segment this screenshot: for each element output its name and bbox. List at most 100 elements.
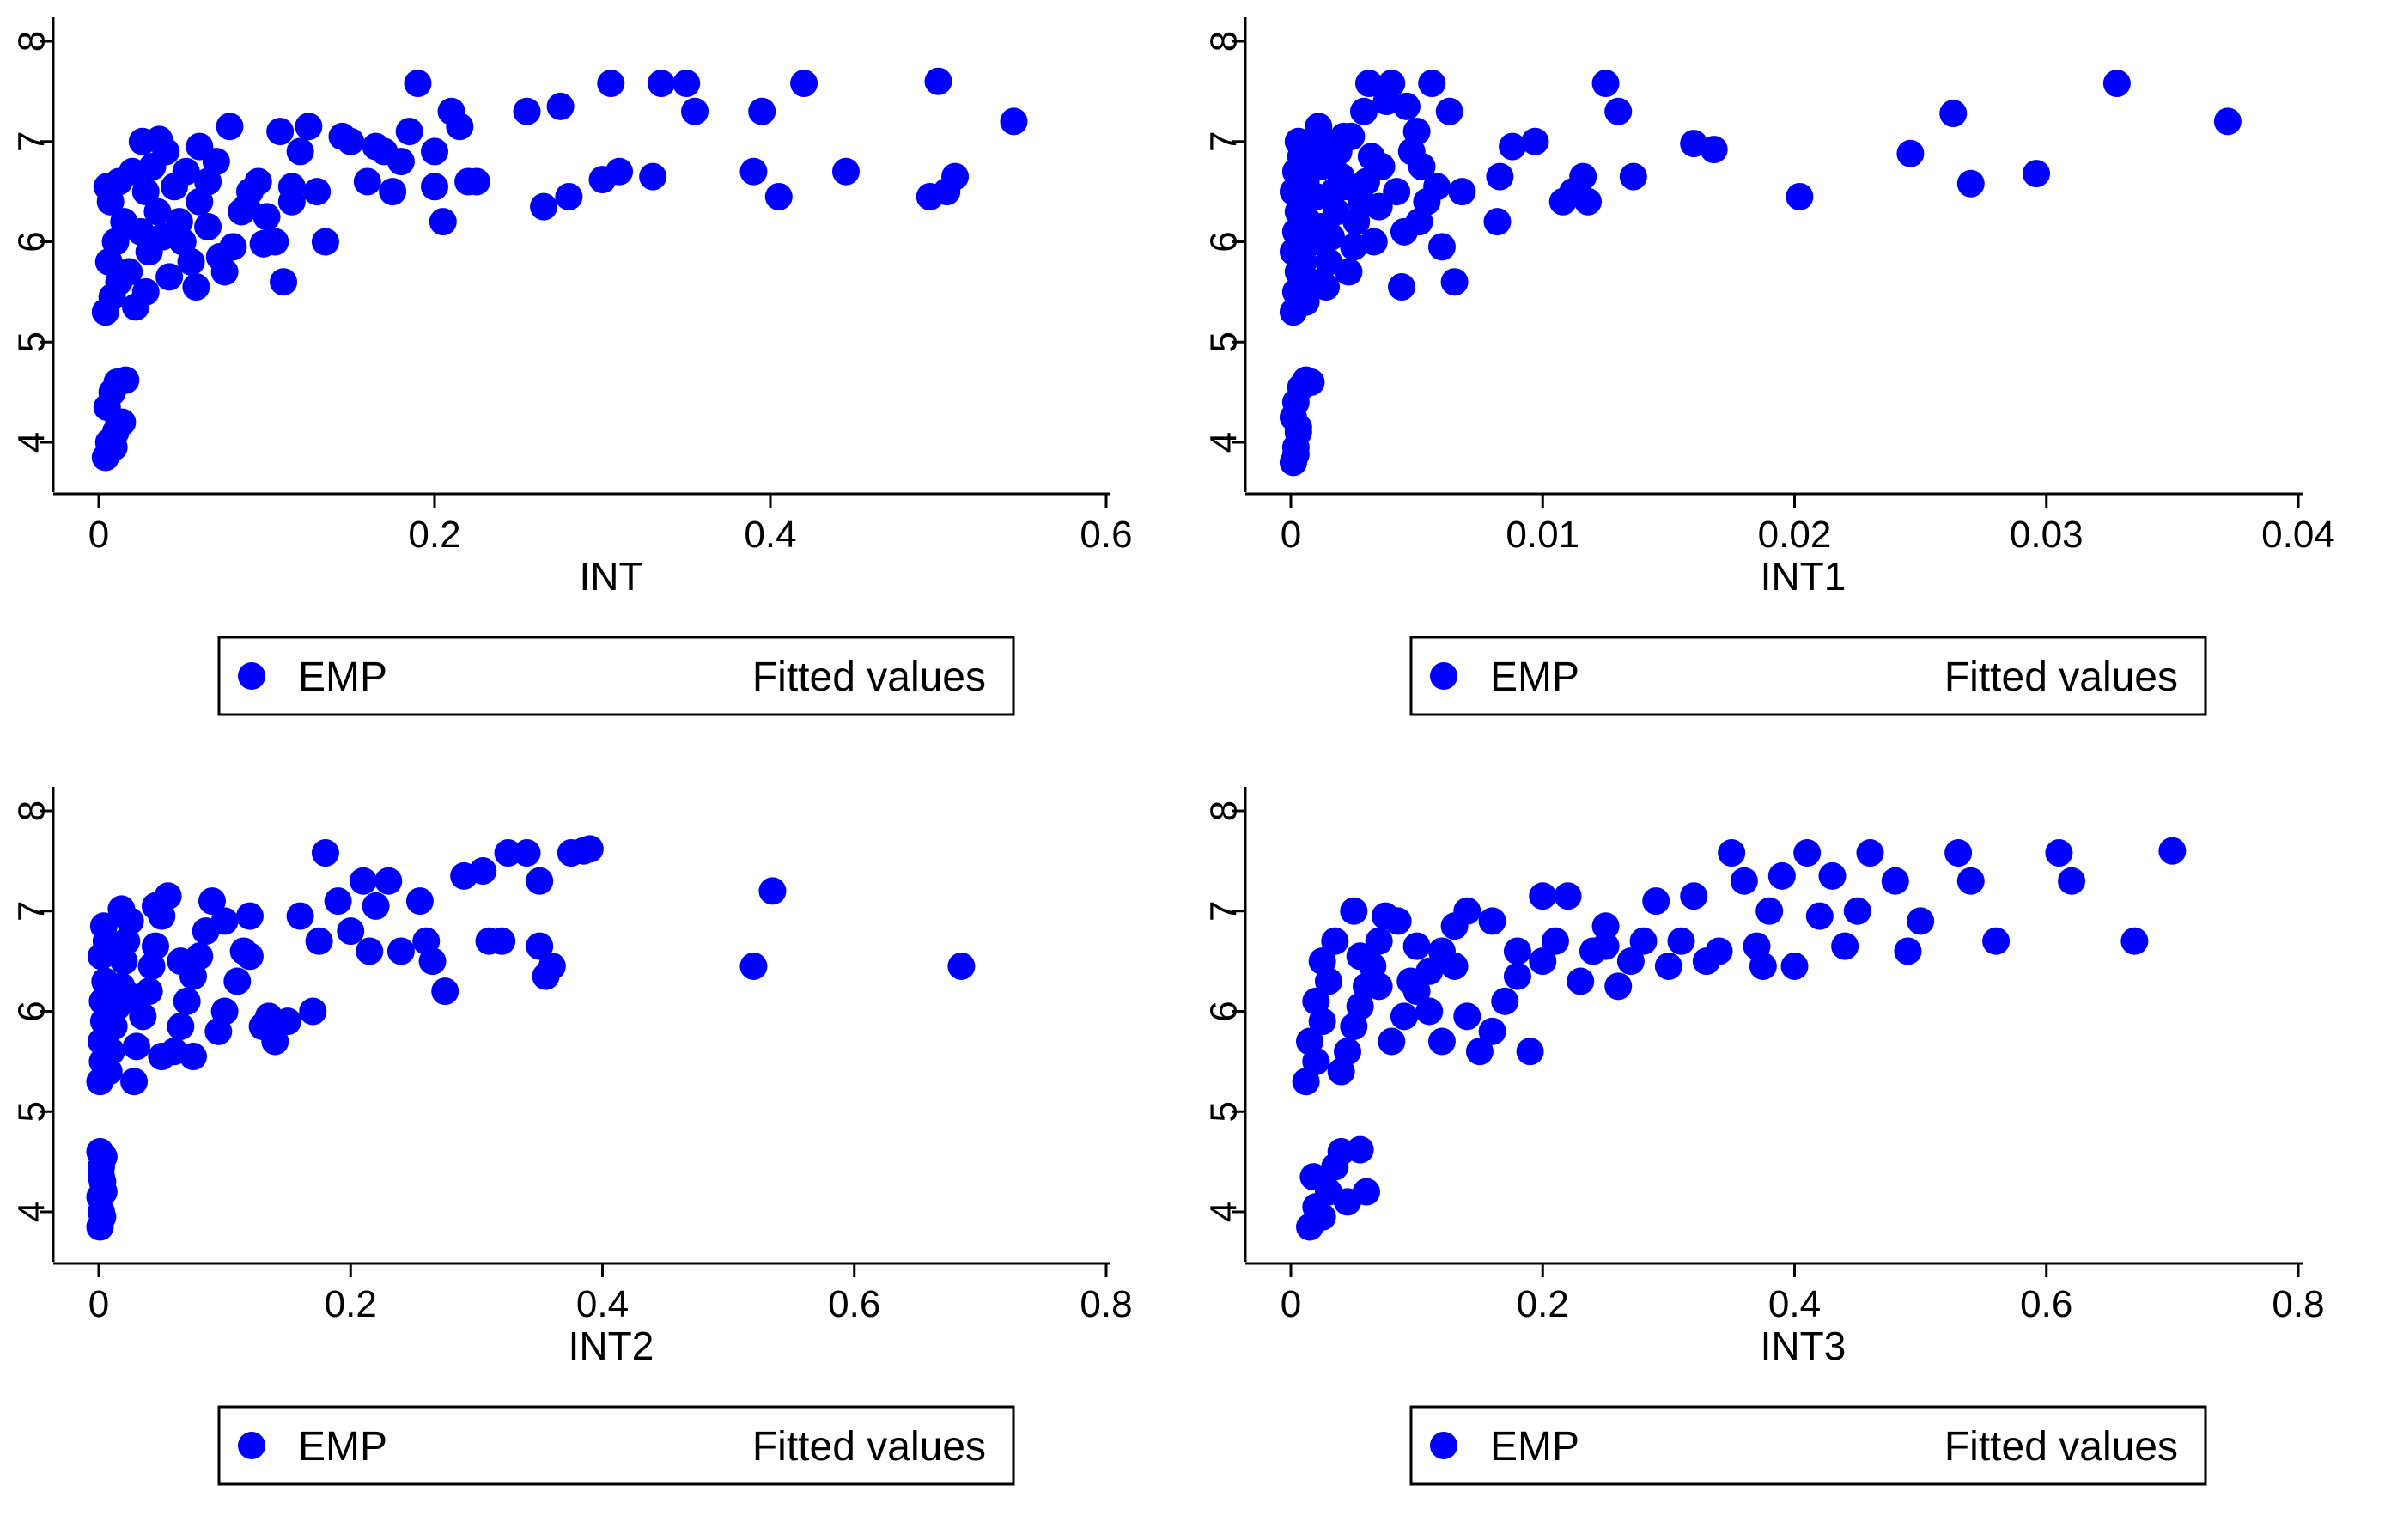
y-tick-label: 6 [11,1001,53,1021]
data-point [1718,839,1746,867]
data-point [94,1057,123,1086]
data-point [421,173,448,201]
y-tick-label: 6 [1203,1001,1245,1021]
data-point [126,217,155,246]
data-point [1453,897,1481,925]
data-point [538,952,566,980]
data-point [2023,160,2051,188]
data-point [303,178,332,206]
data-point [356,937,384,965]
data-point [1856,839,1884,867]
data-point [1335,258,1363,286]
data-point [1591,912,1620,940]
data-point [421,137,448,166]
data-point [1357,143,1385,171]
data-point [758,877,787,905]
data-point [155,263,184,291]
data-point [131,178,160,206]
data-point [1604,97,1633,125]
data-point [1680,882,1708,910]
x-tick-label: 0 [88,514,109,556]
x-axis-title: INT2 [569,1324,654,1368]
data-point [1700,136,1728,164]
data-point [122,1032,150,1061]
data-point [1337,122,1366,150]
data-point [2158,837,2187,865]
data-point [1340,897,1368,925]
data-point [2102,70,2131,98]
x-tick-label: 0.2 [325,1283,377,1325]
data-point [305,927,333,955]
data-point [1435,97,1463,125]
data-point [233,192,261,221]
data-point [254,1002,283,1031]
data-point [764,182,793,210]
data-point [526,867,554,895]
data-point [790,70,818,98]
x-tick-label: 0.4 [1768,1283,1821,1325]
legend-label-fitted: Fitted values [1944,654,2178,700]
y-tick-label: 7 [1203,901,1245,922]
data-point [1907,907,1935,935]
y-tick-label: 4 [11,1202,53,1222]
legend-marker [1430,1432,1457,1459]
data-point [672,70,701,98]
data-point [1314,132,1342,161]
data-point [379,178,407,206]
data-point [1354,70,1383,98]
x-tick-label: 0.4 [576,1283,629,1325]
data-point [1541,927,1569,955]
data-point [1346,1135,1374,1164]
data-point [362,892,390,920]
data-point [1486,162,1514,191]
y-tick-label: 7 [11,901,53,922]
data-point [216,113,244,141]
x-tick-label: 0.01 [1506,514,1579,556]
data-point [469,857,497,886]
data-point [1805,902,1834,930]
data-point [546,92,575,120]
data-point [739,157,768,186]
data-point [270,268,298,296]
data-point [1478,907,1506,935]
data-point [1440,268,1469,296]
data-point [1516,1038,1544,1066]
y-tick-label: 6 [11,231,53,252]
data-point [1390,1002,1418,1031]
data-point [353,167,381,196]
data-point [1780,952,1809,980]
data-point [1755,897,1784,925]
data-point [1667,927,1695,955]
data-point [2120,927,2149,955]
data-point [1786,182,1814,210]
data-point [210,997,239,1026]
data-point [311,839,339,867]
data-point [374,867,403,895]
data-point [1831,932,1859,960]
data-point [1574,187,1603,216]
data-point [1483,208,1512,236]
x-tick-label: 0.8 [1080,1283,1132,1325]
data-point [1312,273,1341,301]
data-point [1982,927,2011,955]
data-point [418,947,447,976]
data-point [1384,907,1412,935]
scatter-plot-int3: 4 5 6 7 8 0 0.2 0.4 0.6 0.8 INT3 EMP Fitted values [1203,787,2325,1486]
data-point [141,892,169,920]
data-point [1465,1038,1494,1066]
data-point [488,927,516,955]
data-point [1503,937,1531,965]
y-tick-label: 4 [11,432,53,453]
data-point [1619,162,1647,191]
x-tick-label: 0.6 [828,1283,880,1325]
data-point [1453,1002,1481,1031]
data-point [513,97,541,125]
data-point [1956,169,1985,198]
data-point [1604,972,1633,1001]
data-point [530,192,558,221]
data-point [277,187,306,216]
data-point [1448,178,1476,206]
data-point [429,208,457,236]
scatter-plot-int2: 4 5 6 7 8 0 0.2 0.4 0.6 0.8 INT2 EMP Fitted values [11,787,1133,1486]
legend-box [217,1405,1015,1486]
